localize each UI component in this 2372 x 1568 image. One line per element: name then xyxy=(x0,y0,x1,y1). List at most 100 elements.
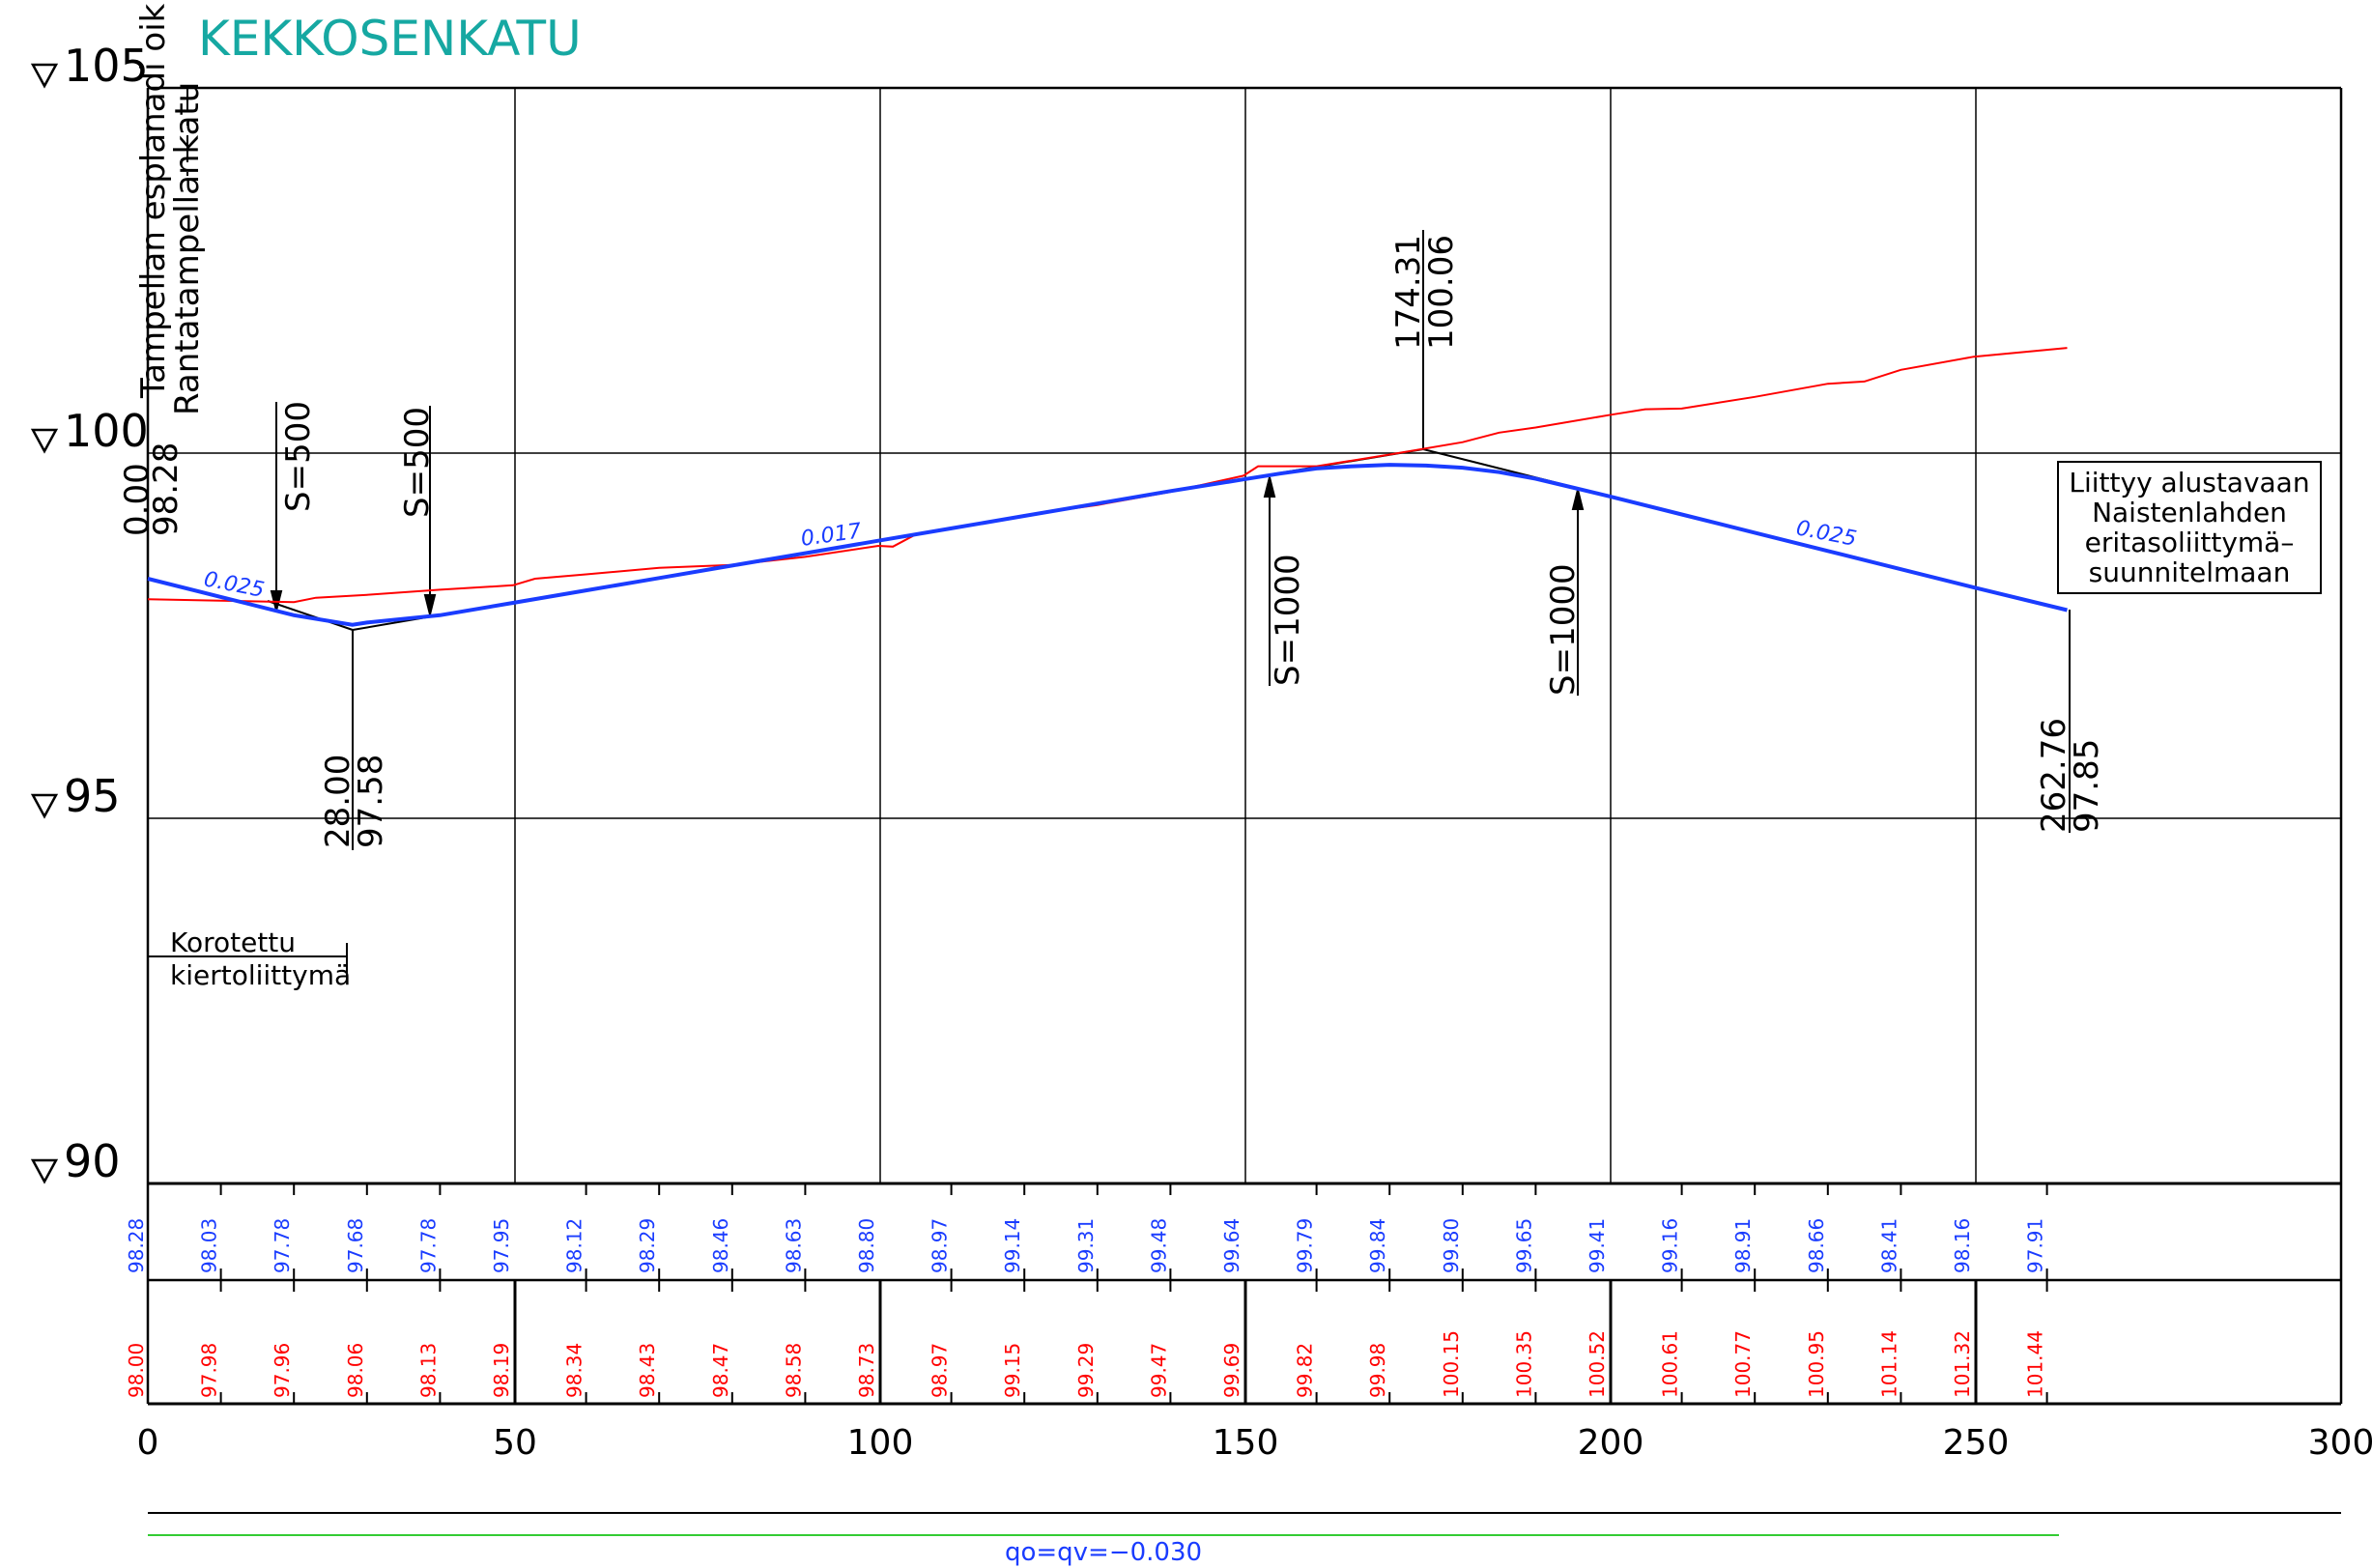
vertex-station-label: 28.00 xyxy=(319,755,357,848)
start-height-label: 98.28 xyxy=(147,442,186,536)
design-height-value: 99.14 xyxy=(1001,1218,1024,1273)
roundabout-bracket xyxy=(148,943,348,980)
ground-height-value: 98.06 xyxy=(344,1343,367,1398)
grade-label: 0.025 xyxy=(202,567,267,603)
design-height-value: 99.41 xyxy=(1586,1218,1609,1273)
design-height-value: 98.12 xyxy=(563,1218,586,1273)
design-height-value: 99.16 xyxy=(1659,1218,1682,1273)
level-triangle-95 xyxy=(30,793,59,819)
design-height-value: 99.84 xyxy=(1366,1218,1389,1273)
design-height-value: 97.91 xyxy=(2024,1218,2047,1273)
crossfall-label: qo=qv=−0.030 xyxy=(1005,1538,1202,1567)
note-line: eritasoliittymä– xyxy=(2085,527,2295,558)
ground-height-value: 97.96 xyxy=(271,1343,294,1398)
ground-height-value: 97.98 xyxy=(198,1343,221,1398)
start-station-label: 0.00 xyxy=(118,463,157,536)
note-line: suunnitelmaan xyxy=(2089,556,2291,588)
vertex-height-label: 97.85 xyxy=(2068,739,2106,833)
level-label-105: 105 xyxy=(64,40,149,92)
x-tick-label: 50 xyxy=(493,1423,537,1463)
ground-height-value: 100.15 xyxy=(1440,1330,1463,1398)
ground-height-value: 99.29 xyxy=(1074,1343,1098,1398)
ground-height-value: 98.43 xyxy=(636,1343,659,1398)
level-label-95: 95 xyxy=(64,770,121,822)
design-height-value: 98.03 xyxy=(198,1218,221,1273)
design-height-value: 99.48 xyxy=(1147,1218,1170,1273)
ground-height-value: 98.58 xyxy=(782,1343,805,1398)
ground-height-value: 100.52 xyxy=(1586,1330,1609,1398)
ground-height-value: 99.69 xyxy=(1220,1343,1243,1398)
ground-height-value: 101.14 xyxy=(1877,1330,1900,1398)
roundabout-label-line1: Korotettu xyxy=(170,927,296,958)
design-height-value: 98.63 xyxy=(782,1218,805,1273)
ground-height-value: 100.35 xyxy=(1512,1330,1535,1398)
x-tick-label: 150 xyxy=(1213,1423,1279,1463)
design-height-value: 99.64 xyxy=(1220,1218,1243,1273)
ground-height-value: 98.19 xyxy=(490,1343,513,1398)
curve-arrows xyxy=(270,402,1585,696)
curve-radius-label: S=500 xyxy=(279,401,318,512)
series-line-design xyxy=(147,463,2068,627)
curve-radius-label: S=500 xyxy=(398,407,437,518)
note-line: Liittyy alustavaan xyxy=(2069,467,2309,499)
design-height-value: 97.95 xyxy=(490,1218,513,1273)
x-tick-label: 100 xyxy=(847,1423,914,1463)
design-height-value: 99.79 xyxy=(1294,1218,1317,1273)
design-height-value: 97.68 xyxy=(344,1218,367,1273)
design-height-value: 98.80 xyxy=(855,1218,878,1273)
design-height-value: 98.46 xyxy=(709,1218,732,1273)
x-tick-label: 300 xyxy=(2308,1423,2372,1463)
ground-height-value: 99.47 xyxy=(1147,1343,1170,1398)
height-table: 98.28 98.00 98.03 97.98 97.78 97.96 97.68 98.06… xyxy=(125,1183,2048,1404)
ground-height-value: 98.13 xyxy=(416,1343,440,1398)
ground-height-value: 99.15 xyxy=(1001,1343,1024,1398)
design-height-value: 98.91 xyxy=(1731,1218,1755,1273)
ground-height-value: 98.47 xyxy=(709,1343,732,1398)
design-height-value: 99.31 xyxy=(1074,1218,1098,1273)
design-height-value: 98.66 xyxy=(1805,1218,1828,1273)
ground-height-value: 98.97 xyxy=(929,1343,952,1398)
level-triangle-105 xyxy=(30,63,59,89)
ground-height-value: 101.32 xyxy=(1951,1330,1974,1398)
vertex-height-label: 100.06 xyxy=(1422,235,1461,350)
ground-height-value: 98.73 xyxy=(855,1343,878,1398)
street-label-rantatampellankatu: Rantatampellankatu xyxy=(168,82,207,415)
vertex-station-label: 262.76 xyxy=(2035,718,2073,833)
ground-height-value: 99.82 xyxy=(1294,1343,1317,1398)
level-label-100: 100 xyxy=(64,405,149,457)
ground-height-value: 98.00 xyxy=(125,1343,148,1398)
design-height-value: 97.78 xyxy=(271,1218,294,1273)
design-height-value: 99.80 xyxy=(1440,1218,1463,1273)
x-tick-label: 200 xyxy=(1578,1423,1644,1463)
vertex-height-label: 97.58 xyxy=(352,755,390,848)
design-height-value: 98.29 xyxy=(636,1218,659,1273)
design-height-value: 98.16 xyxy=(1951,1218,1974,1273)
level-triangle-90 xyxy=(30,1158,59,1184)
note-line: Naistenlahden xyxy=(2092,497,2287,528)
vertex-station-label: 174.31 xyxy=(1389,235,1428,350)
design-height-value: 97.78 xyxy=(416,1218,440,1273)
plot-frame xyxy=(146,86,2343,1406)
x-tick-label: 0 xyxy=(137,1423,159,1463)
ground-height-value: 99.98 xyxy=(1366,1343,1389,1398)
curve-radius-label: S=1000 xyxy=(1544,563,1583,696)
curve-radius-label: S=1000 xyxy=(1269,554,1307,686)
ground-height-value: 100.95 xyxy=(1805,1330,1828,1398)
level-markers xyxy=(30,63,59,1184)
note-box xyxy=(2057,461,2322,594)
ground-height-value: 100.61 xyxy=(1659,1330,1682,1398)
level-label-90: 90 xyxy=(64,1135,121,1187)
design-height-value: 98.28 xyxy=(125,1218,148,1273)
level-triangle-100 xyxy=(30,428,59,454)
ground-height-value: 101.44 xyxy=(2024,1330,2047,1398)
design-height-value: 98.41 xyxy=(1877,1218,1900,1273)
design-height-value: 99.65 xyxy=(1512,1218,1535,1273)
street-label-esplanadi: Tampellan esplanadi oik xyxy=(134,3,173,399)
ground-height-value: 98.34 xyxy=(563,1343,586,1398)
roundabout-label-line2: kiertoliittymä xyxy=(170,959,351,991)
x-tick-label: 250 xyxy=(1943,1423,2010,1463)
design-height-value: 98.97 xyxy=(929,1218,952,1273)
chart-title: KEKKOSENKATU xyxy=(198,11,582,67)
ground-height-value: 100.77 xyxy=(1731,1330,1755,1398)
